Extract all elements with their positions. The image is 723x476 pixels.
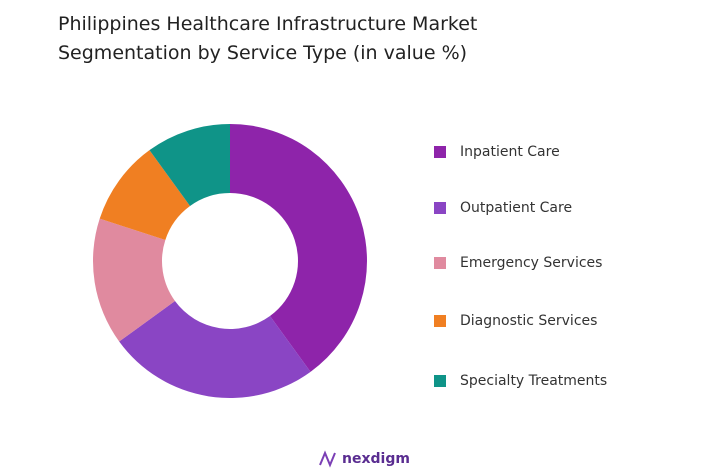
donut-segment bbox=[99, 150, 191, 240]
legend-swatch bbox=[434, 257, 446, 269]
chart-title: Philippines Healthcare Infrastructure Ma… bbox=[58, 13, 478, 64]
brand-name: nexdigm bbox=[342, 451, 410, 467]
legend-swatch bbox=[434, 202, 446, 214]
legend-swatch bbox=[434, 146, 446, 158]
legend-swatch bbox=[434, 315, 446, 327]
legend-label: Specialty Treatments bbox=[460, 373, 607, 389]
legend-label: Outpatient Care bbox=[460, 200, 572, 216]
brand-logo: nexdigm bbox=[319, 450, 410, 468]
logo-icon bbox=[319, 450, 336, 468]
legend-label: Diagnostic Services bbox=[460, 313, 597, 329]
donut-segment bbox=[230, 124, 367, 372]
donut-segment bbox=[149, 124, 230, 206]
legend-label: Emergency Services bbox=[460, 255, 602, 271]
legend-swatch bbox=[434, 375, 446, 387]
donut-segment bbox=[93, 218, 175, 342]
donut-segment bbox=[119, 300, 311, 398]
legend-label: Inpatient Care bbox=[460, 144, 560, 160]
